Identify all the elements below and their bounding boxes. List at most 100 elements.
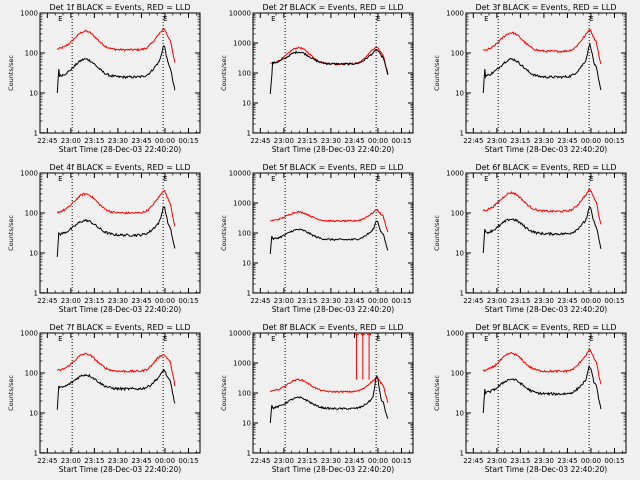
x-tick-label: 23:45 bbox=[131, 297, 151, 305]
x-tick-label: 00:00 bbox=[155, 457, 175, 465]
plot-panel-4: Det 4f BLACK = Events, RED = LLD 1 10 100 10… bbox=[7, 163, 201, 314]
x-tick-label: 22:45 bbox=[463, 297, 483, 305]
x-tick-label: 23:15 bbox=[510, 297, 530, 305]
x-tick-label: 00:00 bbox=[155, 137, 175, 145]
eclipse-marker-label: E bbox=[484, 335, 488, 343]
y-axis-label: Counts/sec bbox=[7, 55, 15, 91]
eclipse-marker-label: E bbox=[163, 335, 167, 343]
x-tick-label: 00:15 bbox=[391, 457, 411, 465]
y-axis-label: Counts/sec bbox=[433, 375, 441, 411]
x-tick-label: 23:30 bbox=[108, 457, 128, 465]
x-tick-label: 23:45 bbox=[557, 457, 577, 465]
y-tick-label: 1 bbox=[460, 289, 464, 297]
x-tick-label: 00:15 bbox=[178, 457, 198, 465]
y-tick-label: 10 bbox=[455, 410, 464, 418]
x-tick-label: 00:15 bbox=[604, 297, 624, 305]
plot-panel-9: Det 9f BLACK = Events, RED = LLD 1 10 100 10… bbox=[433, 323, 627, 474]
x-tick-label: 00:00 bbox=[368, 297, 388, 305]
eclipse-marker-label: E bbox=[484, 175, 488, 183]
plot-panel-2: Det 2f BLACK = Events, RED = LLD 1 10 100 10… bbox=[220, 3, 414, 154]
x-axis-label: Start Time (28-Dec-03 22:40:20) bbox=[485, 145, 607, 154]
x-axis-label: Start Time (28-Dec-03 22:40:20) bbox=[59, 145, 181, 154]
panel-title: Det 7f BLACK = Events, RED = LLD bbox=[49, 323, 190, 332]
x-tick-label: 23:00 bbox=[61, 297, 81, 305]
eclipse-marker-label: E bbox=[271, 175, 275, 183]
plot-frame bbox=[252, 332, 414, 454]
x-tick-label: 23:30 bbox=[534, 297, 554, 305]
x-tick-label: 22:45 bbox=[37, 457, 57, 465]
eclipse-marker-label: E bbox=[271, 335, 275, 343]
panel-title: Det 5f BLACK = Events, RED = LLD bbox=[262, 163, 403, 172]
eclipse-marker-label: E bbox=[271, 15, 275, 23]
x-tick-label: 00:15 bbox=[178, 137, 198, 145]
x-tick-label: 00:15 bbox=[604, 457, 624, 465]
x-tick-label: 23:15 bbox=[510, 457, 530, 465]
x-tick-label: 23:00 bbox=[487, 137, 507, 145]
y-tick-label: 1 bbox=[34, 449, 38, 457]
y-tick-label: 1 bbox=[247, 129, 251, 137]
x-tick-label: 00:00 bbox=[368, 137, 388, 145]
eclipse-marker-label: E bbox=[589, 175, 593, 183]
x-tick-label: 23:00 bbox=[274, 297, 294, 305]
plot-frame bbox=[39, 172, 201, 294]
series-lld-line bbox=[56, 352, 176, 387]
x-tick-label: 23:45 bbox=[344, 297, 364, 305]
x-tick-label: 23:00 bbox=[487, 457, 507, 465]
y-tick-label: 1000 bbox=[233, 360, 251, 368]
y-tick-label: 100 bbox=[25, 370, 38, 378]
x-tick-label: 23:30 bbox=[321, 297, 341, 305]
eclipse-marker-label: E bbox=[58, 15, 62, 23]
plot-panel-3: Det 3f BLACK = Events, RED = LLD 1 10 100 10… bbox=[433, 3, 627, 154]
x-tick-label: 00:00 bbox=[581, 137, 601, 145]
x-tick-label: 23:00 bbox=[487, 297, 507, 305]
x-tick-label: 23:15 bbox=[84, 297, 104, 305]
eclipse-marker-label: E bbox=[163, 175, 167, 183]
series-lld-line bbox=[56, 27, 176, 63]
y-tick-label: 100 bbox=[238, 70, 251, 78]
y-tick-label: 1000 bbox=[446, 10, 464, 18]
x-tick-label: 23:15 bbox=[297, 457, 317, 465]
y-tick-label: 10 bbox=[29, 410, 38, 418]
plot-frame bbox=[465, 172, 627, 294]
y-tick-label: 1000 bbox=[20, 330, 38, 338]
series-lld-line bbox=[482, 188, 602, 225]
plot-frame bbox=[39, 12, 201, 134]
eclipse-marker-label: E bbox=[376, 175, 380, 183]
x-tick-label: 23:15 bbox=[297, 297, 317, 305]
y-axis-label: Counts/sec bbox=[433, 55, 441, 91]
x-tick-label: 23:45 bbox=[131, 457, 151, 465]
plot-panel-7: Det 7f BLACK = Events, RED = LLD 1 10 100 10… bbox=[7, 323, 201, 474]
series-events-line bbox=[56, 368, 176, 410]
eclipse-marker-label: E bbox=[484, 15, 488, 23]
x-tick-label: 23:30 bbox=[108, 137, 128, 145]
y-tick-label: 1000 bbox=[20, 10, 38, 18]
x-axis-label: Start Time (28-Dec-03 22:40:20) bbox=[272, 465, 394, 474]
y-tick-label: 10 bbox=[455, 90, 464, 98]
x-tick-label: 00:00 bbox=[368, 457, 388, 465]
y-tick-label: 1 bbox=[34, 129, 38, 137]
x-tick-label: 23:00 bbox=[61, 137, 81, 145]
series-events-line bbox=[482, 206, 602, 254]
y-tick-label: 1 bbox=[460, 129, 464, 137]
y-tick-label: 10000 bbox=[229, 170, 251, 178]
panel-title: Det 4f BLACK = Events, RED = LLD bbox=[49, 163, 190, 172]
y-axis-label: Counts/sec bbox=[220, 55, 228, 91]
x-tick-label: 23:15 bbox=[84, 457, 104, 465]
x-tick-label: 23:45 bbox=[344, 137, 364, 145]
series-lld-line bbox=[56, 189, 176, 227]
y-tick-label: 100 bbox=[25, 210, 38, 218]
x-tick-label: 23:30 bbox=[108, 297, 128, 305]
y-tick-label: 10 bbox=[29, 90, 38, 98]
x-tick-label: 22:45 bbox=[37, 137, 57, 145]
x-tick-label: 00:00 bbox=[155, 297, 175, 305]
x-axis-label: Start Time (28-Dec-03 22:40:20) bbox=[272, 145, 394, 154]
x-tick-label: 00:15 bbox=[391, 297, 411, 305]
x-tick-label: 23:30 bbox=[321, 137, 341, 145]
eclipse-marker-label: E bbox=[58, 175, 62, 183]
y-tick-label: 100 bbox=[451, 210, 464, 218]
y-tick-label: 100 bbox=[238, 390, 251, 398]
series-events-line bbox=[269, 375, 389, 424]
x-tick-label: 23:15 bbox=[84, 137, 104, 145]
y-tick-label: 1000 bbox=[446, 330, 464, 338]
